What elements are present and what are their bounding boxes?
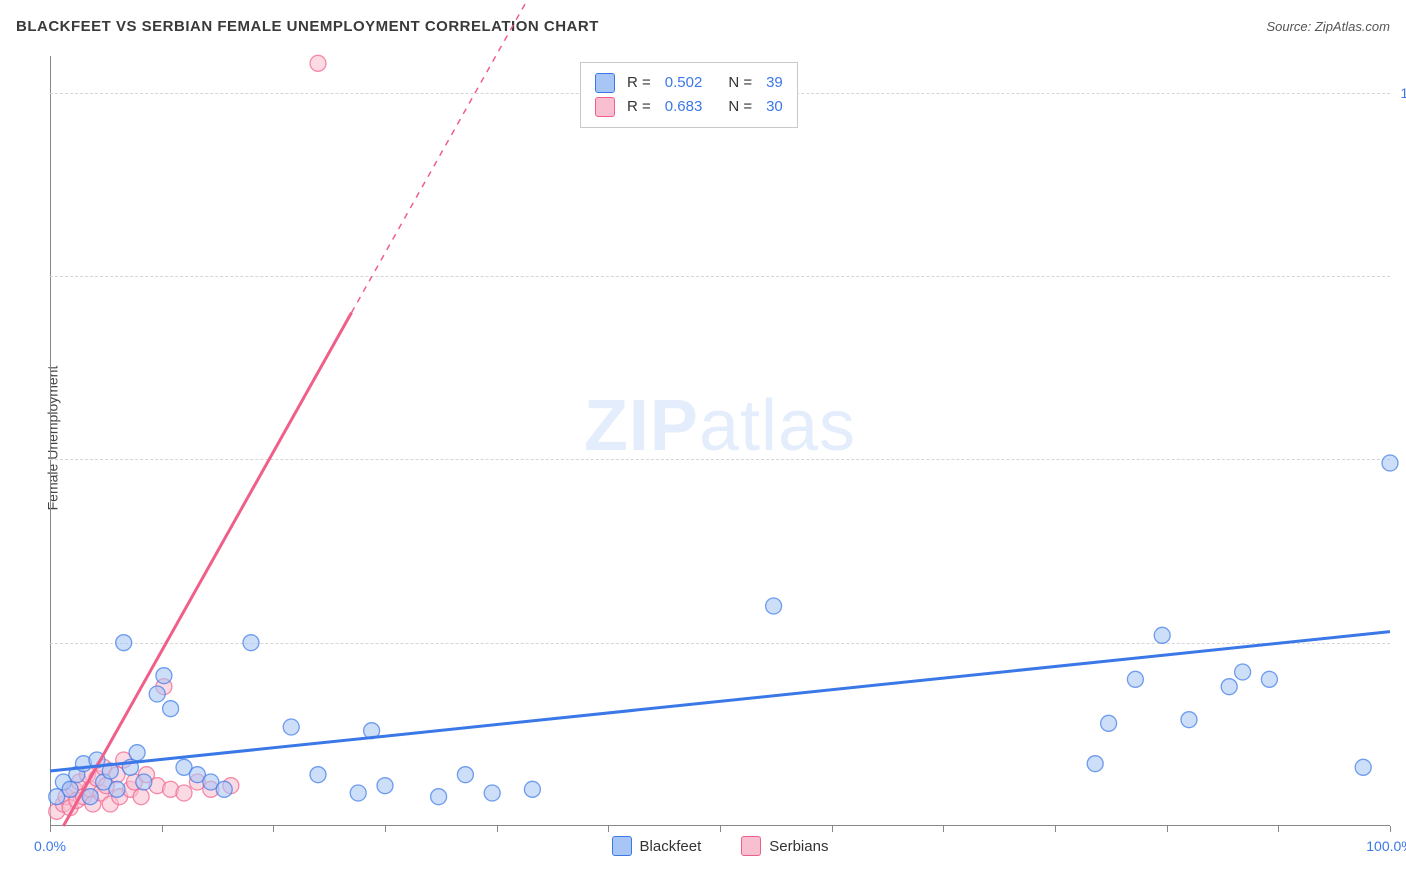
x-tick <box>943 826 944 832</box>
stats-row-blackfeet: R = 0.502 N = 39 <box>595 71 783 95</box>
x-tick <box>1390 826 1391 832</box>
x-tick <box>385 826 386 832</box>
source-name: ZipAtlas.com <box>1315 19 1390 34</box>
serbians-trend-line <box>63 313 351 826</box>
serbians-point <box>310 55 326 71</box>
r-value: 0.502 <box>665 71 703 95</box>
serbians-trend-line-dashed <box>352 0 566 313</box>
blackfeet-point <box>1181 712 1197 728</box>
x-tick <box>832 826 833 832</box>
n-label: N = <box>728 71 752 95</box>
x-tick <box>608 826 609 832</box>
stats-row-serbians: R = 0.683 N = 30 <box>595 95 783 119</box>
n-label: N = <box>728 95 752 119</box>
chart-header: BLACKFEET VS SERBIAN FEMALE UNEMPLOYMENT… <box>16 18 1390 35</box>
blackfeet-point <box>156 668 172 684</box>
x-tick <box>1055 826 1056 832</box>
blackfeet-point <box>136 774 152 790</box>
blackfeet-point <box>116 635 132 651</box>
blackfeet-point <box>109 781 125 797</box>
y-tick-label: 100.0% <box>1401 85 1406 101</box>
x-tick <box>50 826 51 832</box>
serbians-swatch-icon <box>595 97 615 117</box>
blackfeet-point <box>1261 671 1277 687</box>
source-attribution: Source: ZipAtlas.com <box>1266 19 1390 34</box>
serbians-legend-swatch-icon <box>741 836 761 856</box>
r-value: 0.683 <box>665 95 703 119</box>
x-tick <box>162 826 163 832</box>
blackfeet-point <box>149 686 165 702</box>
stats-legend: R = 0.502 N = 39 R = 0.683 N = 30 <box>580 62 798 128</box>
legend-label: Serbians <box>769 838 828 855</box>
legend-item-serbians: Serbians <box>741 836 828 856</box>
series-legend: Blackfeet Serbians <box>50 836 1390 856</box>
blackfeet-point <box>1087 756 1103 772</box>
x-tick <box>720 826 721 832</box>
legend-label: Blackfeet <box>640 838 702 855</box>
blackfeet-point <box>163 701 179 717</box>
blackfeet-point <box>431 789 447 805</box>
blackfeet-trend-line <box>50 632 1390 771</box>
x-tick <box>273 826 274 832</box>
blackfeet-point <box>1355 759 1371 775</box>
scatter-svg <box>50 56 1390 826</box>
blackfeet-point <box>524 781 540 797</box>
x-tick <box>497 826 498 832</box>
serbians-point <box>133 789 149 805</box>
blackfeet-point <box>350 785 366 801</box>
blackfeet-point <box>1221 679 1237 695</box>
blackfeet-point <box>457 767 473 783</box>
blackfeet-point <box>1235 664 1251 680</box>
blackfeet-point <box>1154 627 1170 643</box>
blackfeet-point <box>283 719 299 735</box>
blackfeet-point <box>243 635 259 651</box>
plot-area: 25.0%50.0%75.0%100.0%0.0%100.0% ZIPatlas… <box>50 56 1390 826</box>
blackfeet-point <box>484 785 500 801</box>
blackfeet-point <box>1382 455 1398 471</box>
legend-item-blackfeet: Blackfeet <box>612 836 702 856</box>
n-value: 30 <box>766 95 783 119</box>
r-label: R = <box>627 71 651 95</box>
blackfeet-legend-swatch-icon <box>612 836 632 856</box>
blackfeet-point <box>1127 671 1143 687</box>
blackfeet-point <box>1101 715 1117 731</box>
blackfeet-point <box>129 745 145 761</box>
x-tick <box>1278 826 1279 832</box>
n-value: 39 <box>766 71 783 95</box>
blackfeet-point <box>377 778 393 794</box>
blackfeet-swatch-icon <box>595 73 615 93</box>
blackfeet-point <box>216 781 232 797</box>
blackfeet-point <box>62 781 78 797</box>
x-tick <box>1167 826 1168 832</box>
chart-title: BLACKFEET VS SERBIAN FEMALE UNEMPLOYMENT… <box>16 18 599 35</box>
source-prefix: Source: <box>1266 19 1314 34</box>
blackfeet-point <box>766 598 782 614</box>
serbians-point <box>176 785 192 801</box>
r-label: R = <box>627 95 651 119</box>
blackfeet-point <box>310 767 326 783</box>
